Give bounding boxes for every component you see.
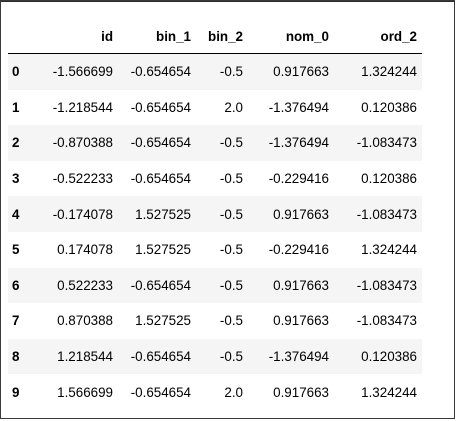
cell-nom-0: 0.917663 — [273, 384, 329, 400]
cell-nom-0: 0.917663 — [273, 277, 329, 293]
cell-bin-2: -0.5 — [219, 206, 243, 222]
cell-bin-2: -0.5 — [219, 242, 243, 258]
table-row: 5 0.174078 1.527525 -0.5 -0.229416 1.324… — [8, 231, 422, 268]
cell-ord-2: 1.324244 — [361, 64, 417, 80]
column-header-id: id — [32, 19, 118, 54]
row-index: 5 — [12, 242, 20, 258]
row-index: 0 — [12, 64, 20, 80]
cell-id: -1.566699 — [52, 64, 113, 80]
cell-bin-1: 1.527525 — [135, 206, 191, 222]
cell-nom-0: -1.376494 — [268, 135, 329, 151]
cell-ord-2: 0.120386 — [361, 171, 417, 187]
cell-bin-2: -0.5 — [219, 313, 243, 329]
cell-id: -0.174078 — [52, 206, 113, 222]
cell-bin-1: -0.654654 — [130, 64, 191, 80]
index-header — [8, 19, 32, 54]
cell-nom-0: -0.229416 — [268, 171, 329, 187]
cell-id: 1.566699 — [57, 384, 113, 400]
table-row: 2 -0.870388 -0.654654 -0.5 -1.376494 -1.… — [8, 125, 422, 161]
cell-ord-2: -1.083473 — [356, 277, 417, 293]
cell-bin-1: 1.527525 — [135, 313, 191, 329]
cell-bin-2: -0.5 — [219, 64, 243, 80]
cell-bin-2: -0.5 — [219, 349, 243, 365]
table-header: id bin_1 bin_2 nom_0 ord_2 — [8, 19, 422, 54]
cell-id: -0.870388 — [52, 135, 113, 151]
cell-bin-2: -0.5 — [219, 277, 243, 293]
cell-bin-1: -0.654654 — [130, 171, 191, 187]
cell-id: 1.218544 — [57, 349, 113, 365]
table-row: 4 -0.174078 1.527525 -0.5 0.917663 -1.08… — [8, 196, 422, 232]
header-row: id bin_1 bin_2 nom_0 ord_2 — [8, 19, 422, 54]
dataframe-container: id bin_1 bin_2 nom_0 ord_2 0 -1.566699 -… — [8, 19, 422, 410]
cell-bin-1: -0.654654 — [130, 349, 191, 365]
table-row: 7 0.870388 1.527525 -0.5 0.917663 -1.083… — [8, 303, 422, 339]
cell-bin-1: 1.527525 — [135, 242, 191, 258]
cell-bin-2: -0.5 — [219, 171, 243, 187]
cell-id: 0.174078 — [57, 242, 113, 258]
cell-ord-2: 1.324244 — [361, 242, 417, 258]
table-row: 8 1.218544 -0.654654 -0.5 -1.376494 0.12… — [8, 338, 422, 375]
row-index: 6 — [12, 277, 20, 293]
cell-nom-0: -1.376494 — [268, 349, 329, 365]
column-header-nom-0: nom_0 — [248, 19, 334, 54]
row-index: 2 — [12, 135, 20, 151]
cell-nom-0: 0.917663 — [273, 313, 329, 329]
cell-nom-0: 0.917663 — [273, 206, 329, 222]
row-index: 9 — [12, 384, 20, 400]
row-index: 3 — [12, 171, 20, 187]
table-body: 0 -1.566699 -0.654654 -0.5 0.917663 1.32… — [8, 53, 422, 410]
row-index: 8 — [12, 349, 20, 365]
cell-bin-2: -0.5 — [219, 135, 243, 151]
cell-nom-0: -1.376494 — [268, 99, 329, 115]
dataframe-table: id bin_1 bin_2 nom_0 ord_2 0 -1.566699 -… — [8, 19, 422, 410]
row-index: 7 — [12, 313, 20, 329]
cell-bin-1: -0.654654 — [130, 277, 191, 293]
cell-bin-2: 2.0 — [224, 99, 243, 115]
column-header-bin-2: bin_2 — [196, 19, 248, 54]
table-row: 9 1.566699 -0.654654 2.0 0.917663 1.3242… — [8, 374, 422, 410]
row-index: 4 — [12, 206, 20, 222]
cell-ord-2: -1.083473 — [356, 135, 417, 151]
cell-ord-2: 0.120386 — [361, 99, 417, 115]
cell-ord-2: 0.120386 — [361, 349, 417, 365]
cell-ord-2: -1.083473 — [356, 313, 417, 329]
column-header-ord-2: ord_2 — [334, 19, 422, 54]
table-row: 6 0.522233 -0.654654 -0.5 0.917663 -1.08… — [8, 267, 422, 304]
table-row: 1 -1.218544 -0.654654 2.0 -1.376494 0.12… — [8, 89, 422, 126]
cell-id: 0.522233 — [57, 277, 113, 293]
cell-nom-0: -0.229416 — [268, 242, 329, 258]
cell-id: -1.218544 — [52, 99, 113, 115]
cell-id: -0.522233 — [52, 171, 113, 187]
table-row: 0 -1.566699 -0.654654 -0.5 0.917663 1.32… — [8, 53, 422, 90]
cell-nom-0: 0.917663 — [273, 64, 329, 80]
cell-ord-2: -1.083473 — [356, 206, 417, 222]
row-index: 1 — [12, 99, 20, 115]
cell-bin-1: -0.654654 — [130, 384, 191, 400]
cell-bin-2: 2.0 — [224, 384, 243, 400]
cell-id: 0.870388 — [57, 313, 113, 329]
column-header-bin-1: bin_1 — [118, 19, 196, 54]
cell-bin-1: -0.654654 — [130, 99, 191, 115]
table-row: 3 -0.522233 -0.654654 -0.5 -0.229416 0.1… — [8, 160, 422, 197]
cell-ord-2: 1.324244 — [361, 384, 417, 400]
cell-bin-1: -0.654654 — [130, 135, 191, 151]
